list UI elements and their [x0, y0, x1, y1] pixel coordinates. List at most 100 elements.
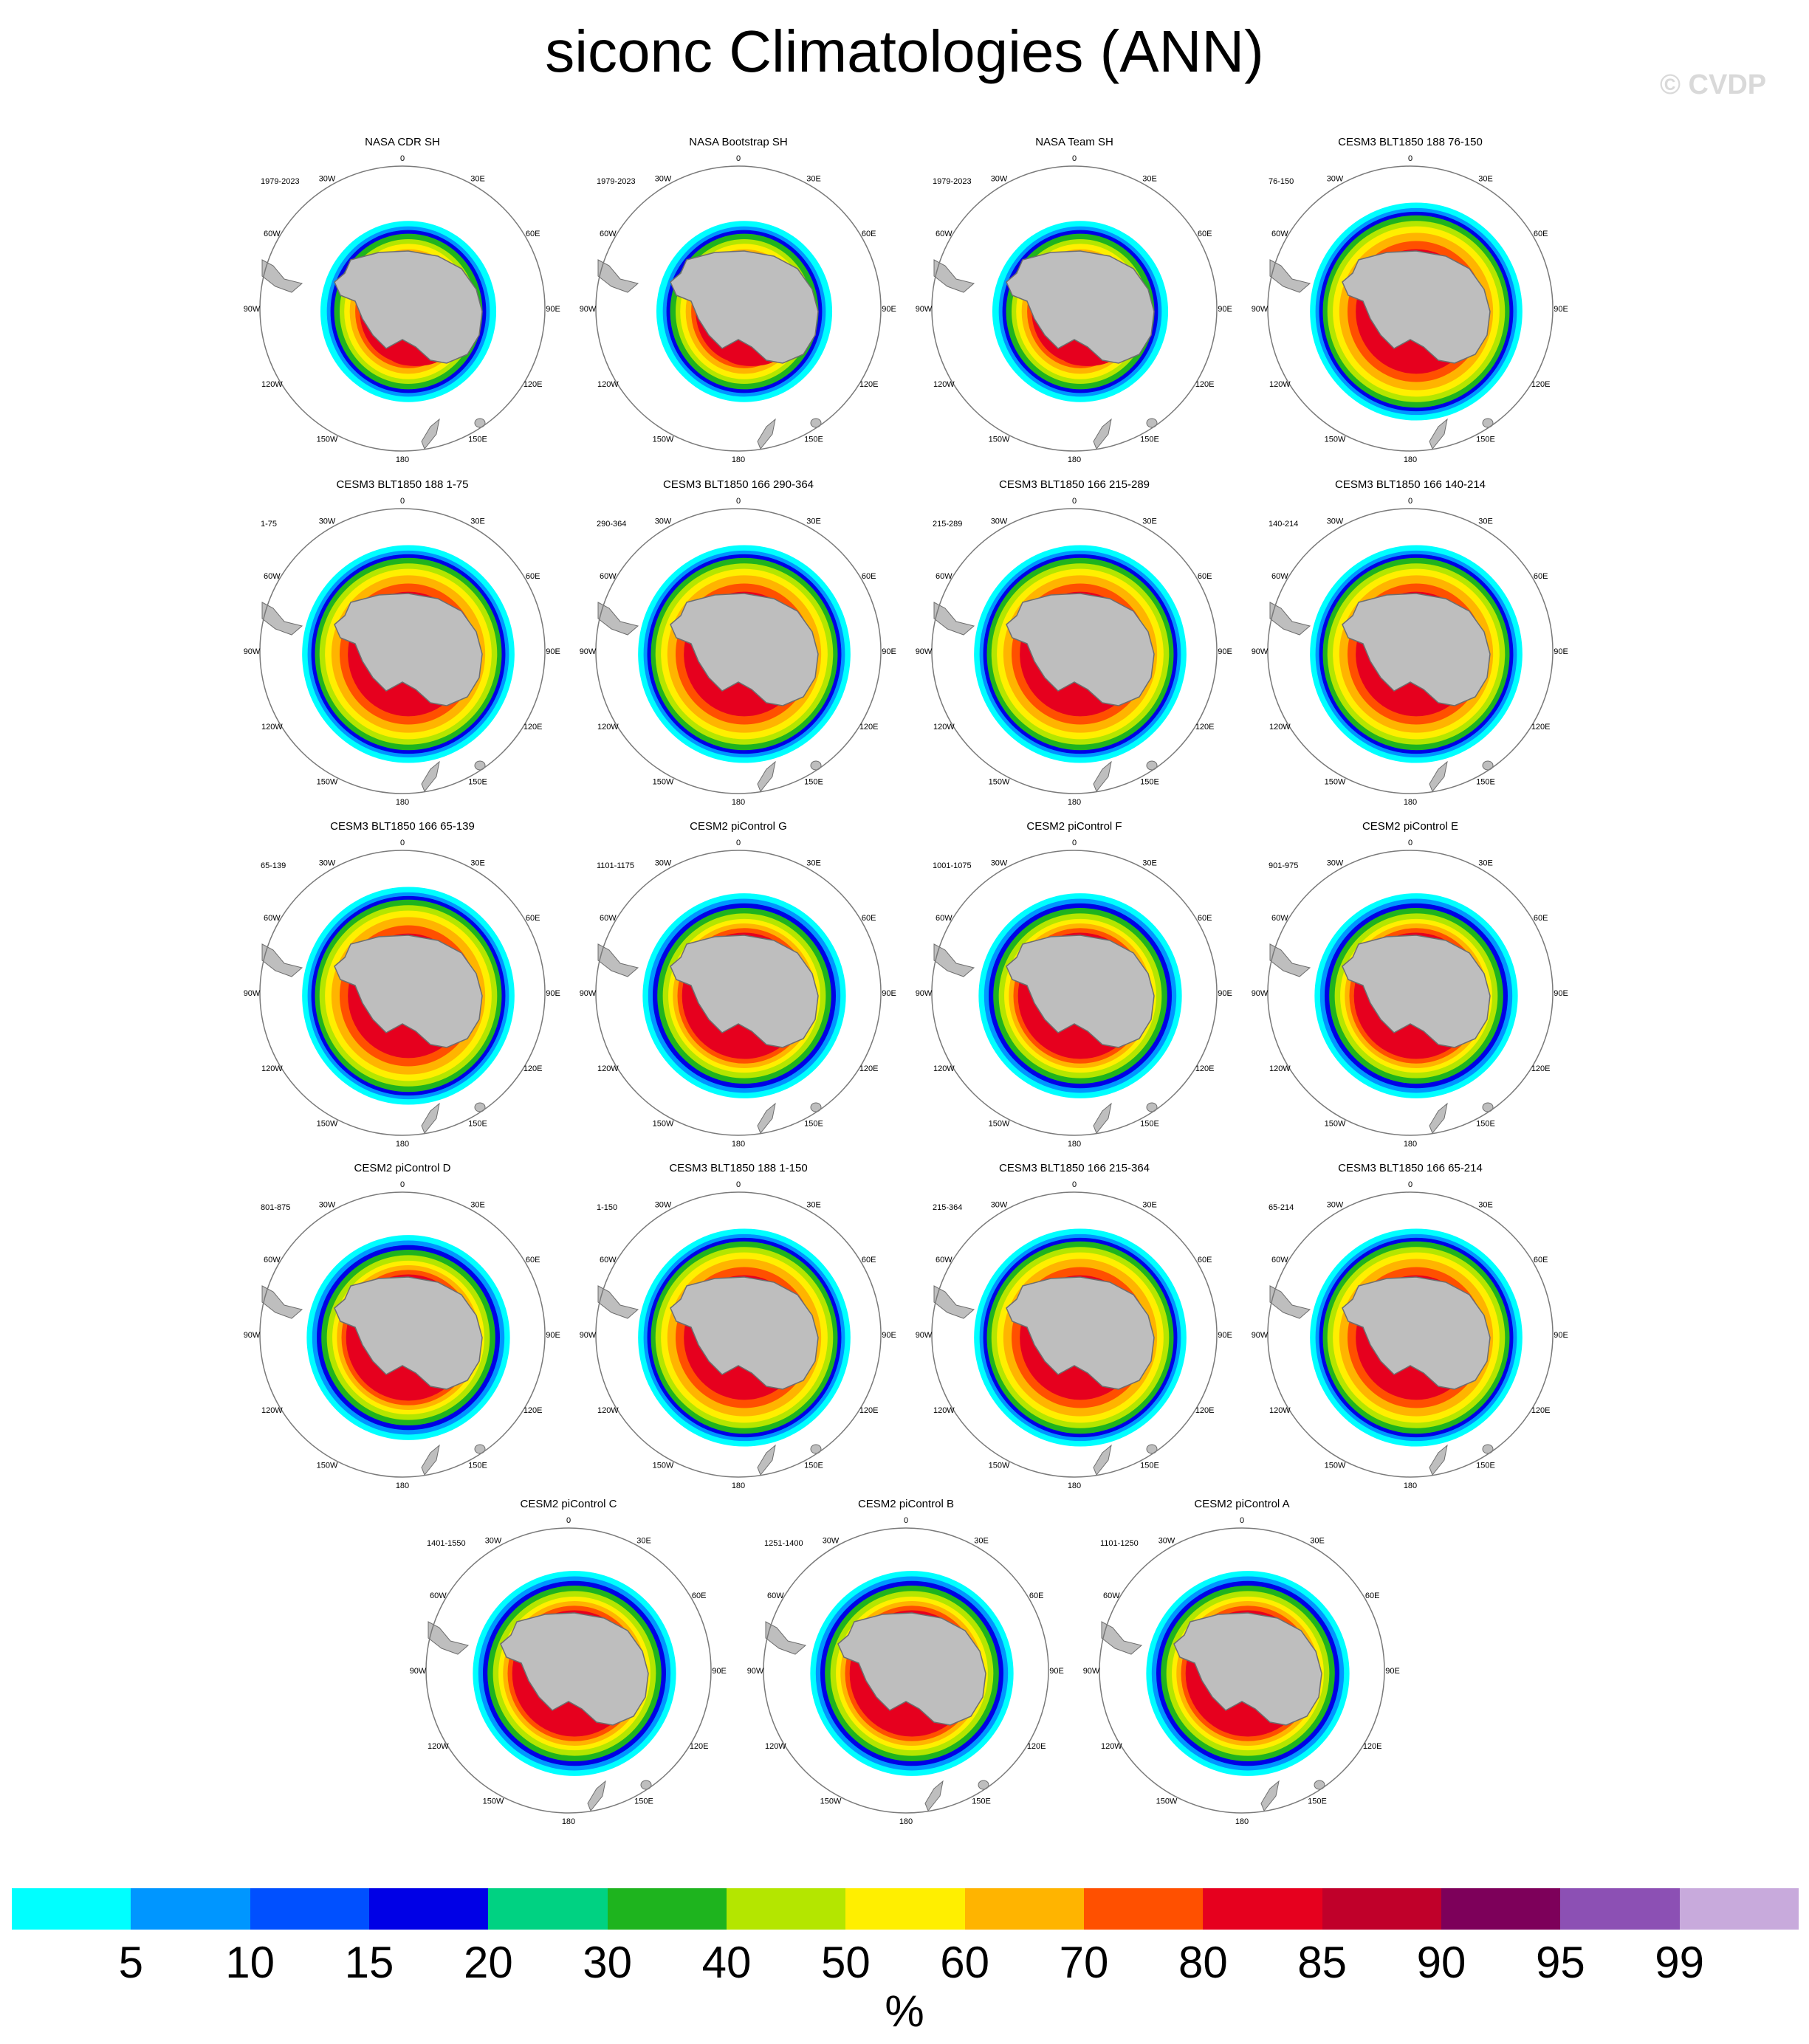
map-boundary [595, 165, 882, 452]
tasmania-land [1482, 418, 1494, 428]
longitude-label: 30E [806, 1200, 821, 1209]
south-america-land [597, 602, 639, 636]
longitude-label: 150E [1140, 436, 1159, 444]
longitude-label: 150E [1140, 1462, 1159, 1470]
panel-period: 1979-2023 [261, 177, 300, 186]
antarctica-land [1006, 935, 1155, 1048]
longitude-label: 60E [526, 230, 540, 238]
south-america-land [1101, 1621, 1143, 1655]
longitude-label: 180 [396, 1140, 409, 1149]
colorbar-tick-label: 85 [1297, 1938, 1348, 1987]
longitude-label: 60W [430, 1592, 447, 1600]
map-boundary [931, 165, 1218, 452]
panel-title: CESM2 piControl D [354, 1162, 451, 1174]
figure-title: siconc Climatologies (ANN) [545, 18, 1264, 84]
longitude-label: 180 [1404, 455, 1417, 464]
longitude-label: 0 [1408, 154, 1412, 163]
longitude-label: 60W [936, 572, 952, 581]
longitude-label: 120E [1027, 1742, 1046, 1751]
longitude-label: 30W [1158, 1536, 1175, 1545]
map-boundary [1267, 508, 1554, 794]
longitude-label: 90W [244, 989, 261, 998]
longitude-label: 120E [524, 1406, 543, 1415]
south-america-land [428, 1621, 470, 1655]
antarctica-land [334, 1276, 483, 1390]
longitude-label: 60E [1534, 1256, 1548, 1264]
south-america-land [933, 1285, 975, 1319]
longitude-label: 30W [655, 858, 672, 867]
map-panel: 0 30E 60E 90E 120E 150E 180 150W 120W 90W 60W 30W CE… [244, 1162, 560, 1490]
longitude-label: 60W [1103, 1592, 1120, 1600]
longitude-label: 120E [1195, 1406, 1215, 1415]
watermark: © CVDP [1660, 69, 1767, 100]
longitude-label: 180 [1235, 1817, 1249, 1826]
map-panel: 0 30E 60E 90E 120E 150E 180 150W 120W 90W 60W 30W CE… [916, 478, 1232, 807]
map-boundary [595, 508, 882, 794]
longitude-label: 30W [991, 1200, 1008, 1209]
panel-period: 215-364 [933, 1203, 962, 1212]
panel-period: 215-289 [933, 520, 962, 529]
longitude-label: 180 [396, 798, 409, 807]
panel-period: 1979-2023 [933, 177, 972, 186]
longitude-label: 180 [1404, 1482, 1417, 1490]
longitude-label: 90E [882, 1331, 896, 1340]
longitude-label: 90E [1554, 305, 1568, 314]
longitude-label: 150W [1325, 436, 1346, 444]
panel-title: NASA CDR SH [365, 136, 440, 148]
longitude-label: 120W [597, 380, 619, 389]
new-zealand-land [421, 1444, 440, 1476]
panel-title: CESM3 BLT1850 188 1-150 [669, 1162, 807, 1174]
colorbar-box [1203, 1888, 1322, 1930]
longitude-label: 0 [1408, 497, 1412, 506]
longitude-label: 90E [1218, 989, 1232, 998]
longitude-label: 0 [400, 1180, 405, 1189]
longitude-label: 0 [400, 154, 405, 163]
longitude-label: 150E [1476, 1120, 1495, 1129]
longitude-label: 150W [1156, 1797, 1178, 1806]
longitude-label: 60E [1534, 230, 1548, 238]
colorbar-box [250, 1888, 369, 1930]
longitude-label: 60E [526, 914, 540, 923]
longitude-label: 150E [468, 1120, 487, 1129]
tasmania-land [474, 1102, 486, 1112]
map-panel: 0 30E 60E 90E 120E 150E 180 150W 120W 90W 60W 30W CE… [244, 820, 560, 1149]
longitude-label: 120W [261, 1064, 283, 1073]
map-panel: 0 30E 60E 90E 120E 150E 180 150W 120W 90W 60W 30W CE… [410, 1498, 727, 1826]
longitude-label: 90W [916, 305, 933, 314]
longitude-label: 60E [1534, 572, 1548, 581]
longitude-label: 120W [1269, 723, 1291, 732]
panel-title: CESM2 piControl A [1194, 1498, 1289, 1510]
longitude-label: 150W [820, 1797, 842, 1806]
colorbar-tick-label: 10 [225, 1938, 275, 1987]
longitude-label: 30W [823, 1536, 840, 1545]
longitude-label: 90W [916, 989, 933, 998]
map-boundary [763, 1527, 1049, 1814]
longitude-label: 120E [1531, 380, 1551, 389]
antarctica-land [1342, 1276, 1491, 1390]
south-america-land [1269, 602, 1311, 636]
longitude-label: 60W [767, 1592, 784, 1600]
panel-period: 76-150 [1269, 177, 1294, 186]
longitude-label: 30W [319, 174, 336, 183]
longitude-label: 180 [732, 798, 745, 807]
longitude-label: 150E [634, 1797, 653, 1806]
longitude-label: 90W [580, 305, 597, 314]
south-america-land [597, 259, 639, 293]
map-boundary [259, 850, 546, 1136]
longitude-label: 60W [1271, 230, 1288, 238]
colorbar-tick-label: 80 [1178, 1938, 1228, 1987]
longitude-label: 30E [636, 1536, 651, 1545]
south-america-land [933, 259, 975, 293]
longitude-label: 60W [936, 914, 952, 923]
longitude-label: 60E [1198, 230, 1212, 238]
longitude-label: 150W [1325, 778, 1346, 787]
new-zealand-land [1429, 760, 1448, 792]
longitude-label: 90E [546, 1331, 560, 1340]
longitude-label: 30W [655, 517, 672, 526]
tasmania-land [810, 760, 822, 771]
new-zealand-land [421, 1102, 440, 1134]
longitude-label: 60W [1271, 914, 1288, 923]
longitude-label: 30W [319, 1200, 336, 1209]
longitude-label: 150E [1476, 1462, 1495, 1470]
panel-title: CESM2 piControl B [858, 1498, 954, 1510]
